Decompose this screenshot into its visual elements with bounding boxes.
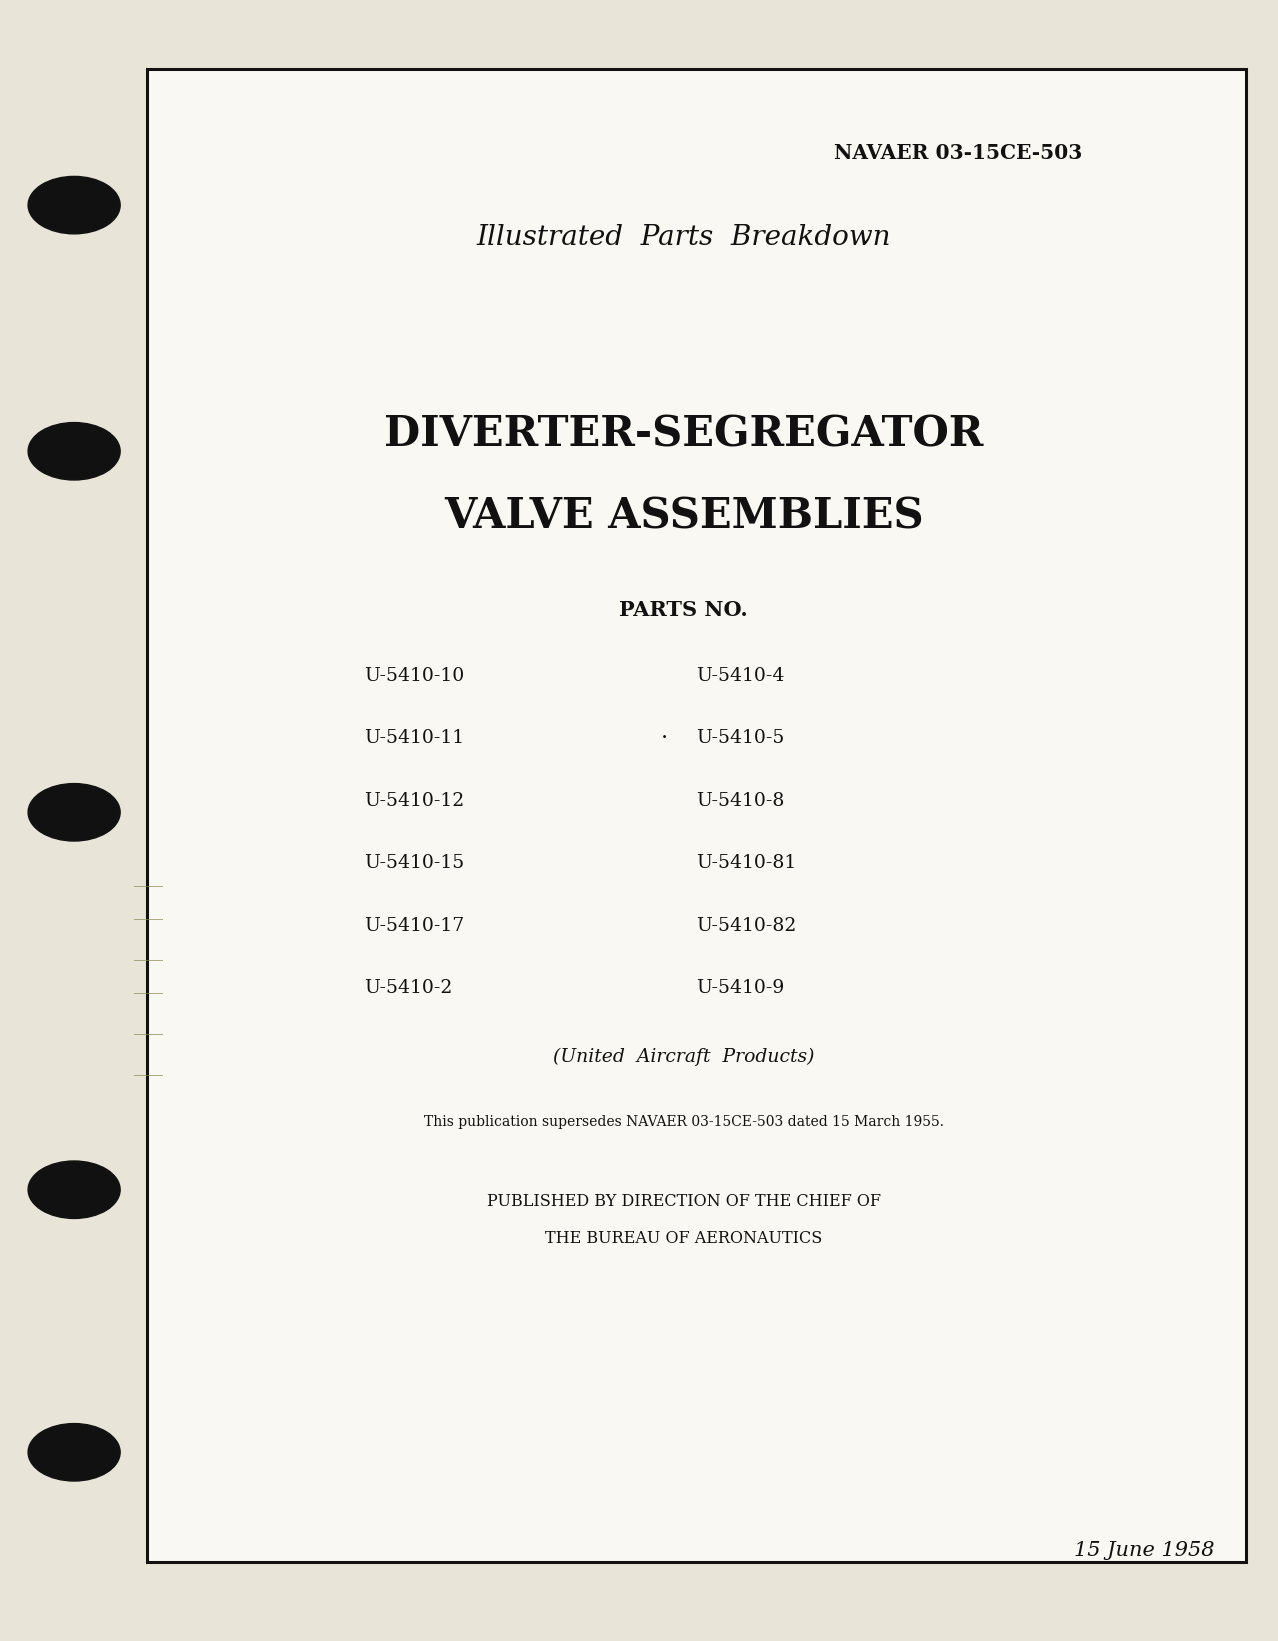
- Text: This publication supersedes NAVAER 03-15CE-503 dated 15 March 1955.: This publication supersedes NAVAER 03-15…: [424, 1116, 943, 1129]
- Text: U-5410-17: U-5410-17: [364, 917, 464, 934]
- Text: U-5410-12: U-5410-12: [364, 793, 464, 809]
- Text: U-5410-11: U-5410-11: [364, 730, 464, 747]
- Text: THE BUREAU OF AERONAUTICS: THE BUREAU OF AERONAUTICS: [546, 1231, 822, 1247]
- Text: NAVAER 03-15CE-503: NAVAER 03-15CE-503: [835, 143, 1082, 162]
- Text: PARTS NO.: PARTS NO.: [620, 601, 748, 620]
- Text: U-5410-9: U-5410-9: [697, 980, 785, 996]
- Text: U-5410-2: U-5410-2: [364, 980, 452, 996]
- Text: U-5410-82: U-5410-82: [697, 917, 797, 934]
- Text: 15 June 1958: 15 June 1958: [1074, 1541, 1214, 1561]
- Text: U-5410-81: U-5410-81: [697, 855, 796, 871]
- Text: VALVE ASSEMBLIES: VALVE ASSEMBLIES: [443, 496, 924, 538]
- Text: U-5410-4: U-5410-4: [697, 668, 785, 684]
- Text: U-5410-10: U-5410-10: [364, 668, 464, 684]
- Text: U-5410-15: U-5410-15: [364, 855, 464, 871]
- Ellipse shape: [28, 423, 120, 479]
- Text: (United  Aircraft  Products): (United Aircraft Products): [553, 1047, 814, 1067]
- FancyBboxPatch shape: [147, 69, 1246, 1562]
- Text: ·: ·: [661, 727, 668, 750]
- Ellipse shape: [28, 176, 120, 233]
- Ellipse shape: [28, 783, 120, 840]
- Text: Illustrated  Parts  Breakdown: Illustrated Parts Breakdown: [477, 225, 891, 251]
- Text: U-5410-8: U-5410-8: [697, 793, 785, 809]
- Ellipse shape: [28, 1162, 120, 1218]
- Text: PUBLISHED BY DIRECTION OF THE CHIEF OF: PUBLISHED BY DIRECTION OF THE CHIEF OF: [487, 1193, 881, 1209]
- Ellipse shape: [28, 1423, 120, 1480]
- Text: DIVERTER-SEGREGATOR: DIVERTER-SEGREGATOR: [385, 414, 983, 456]
- Text: U-5410-5: U-5410-5: [697, 730, 785, 747]
